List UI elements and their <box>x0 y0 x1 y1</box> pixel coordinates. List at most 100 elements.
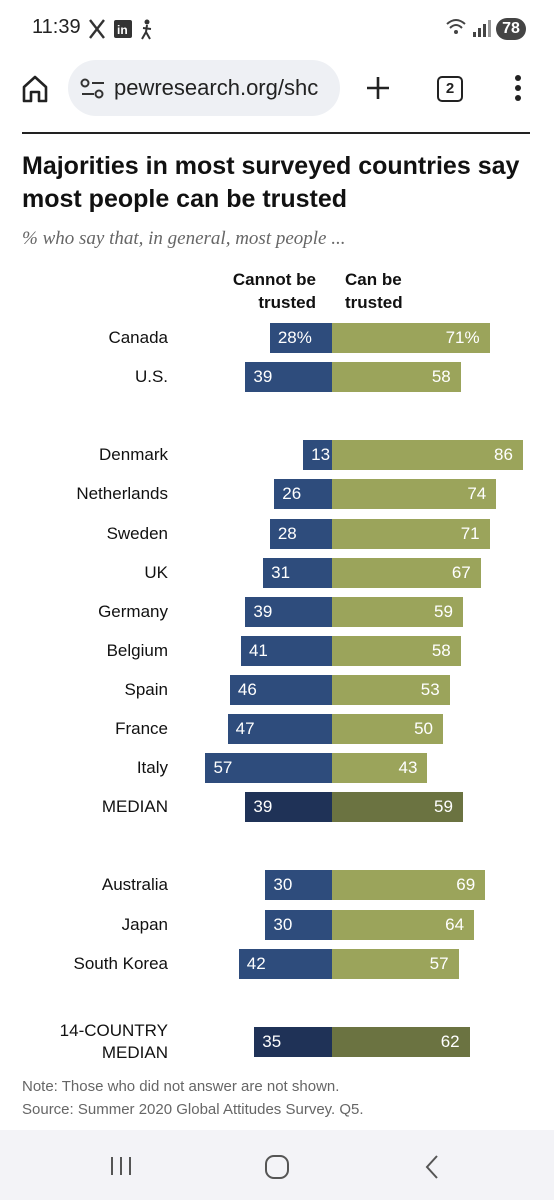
status-icons: in <box>89 19 152 40</box>
value-label: 13 <box>311 445 331 465</box>
browser-toolbar: pewresearch.org/shc 2 <box>0 56 554 122</box>
bar <box>332 909 475 940</box>
url-bar[interactable]: pewresearch.org/shc <box>68 60 340 116</box>
svg-text:in: in <box>117 23 128 37</box>
chart-subtitle: % who say that, in general, most people … <box>22 228 346 249</box>
bar <box>227 714 332 744</box>
value-label: 41 <box>248 640 268 660</box>
value-label: 39 <box>253 797 273 817</box>
value-label: 64 <box>445 914 465 934</box>
bar <box>245 596 332 627</box>
bar <box>332 635 461 666</box>
tab-switcher[interactable]: 2 <box>437 76 463 102</box>
value-label: 62 <box>440 1031 460 1051</box>
top-rule <box>22 132 530 134</box>
value-label: 67 <box>451 562 471 582</box>
recents-button[interactable] <box>108 1155 136 1177</box>
value-label: 31 <box>271 562 291 582</box>
category-label: U.S. <box>134 367 168 387</box>
category-label: Italy <box>136 758 168 778</box>
signal-icons <box>446 19 491 37</box>
bar <box>274 479 332 510</box>
bar <box>332 753 428 784</box>
value-label: 74 <box>467 484 487 504</box>
bar <box>332 870 486 901</box>
value-label: 43 <box>398 758 418 778</box>
value-label: 30 <box>273 875 293 895</box>
value-label: 58 <box>431 640 451 660</box>
value-label: 39 <box>253 367 273 387</box>
category-label: Belgium <box>106 640 168 660</box>
menu-button[interactable] <box>510 74 526 104</box>
source: Source: Summer 2020 Global Attitudes Sur… <box>22 1101 364 1118</box>
category-label: Germany <box>98 601 168 621</box>
bar <box>332 323 490 353</box>
bar <box>265 870 332 901</box>
category-label: Australia <box>101 875 168 895</box>
category-label: Canada <box>108 328 168 347</box>
back-button[interactable] <box>422 1154 442 1180</box>
bar <box>332 518 490 549</box>
value-label: 59 <box>434 601 453 621</box>
bar <box>265 909 332 940</box>
bar <box>263 557 332 588</box>
bar <box>229 674 332 705</box>
bar <box>332 714 443 744</box>
home-nav-button[interactable] <box>264 1154 290 1180</box>
bar <box>303 440 332 471</box>
bar <box>238 948 332 979</box>
value-label: 57 <box>213 758 233 778</box>
category-label: 14-COUNTRY MEDIAN <box>59 1020 168 1062</box>
value-label: 58 <box>431 367 451 387</box>
legend-label: Can be trusted <box>345 270 403 312</box>
value-label: 59 <box>434 797 453 817</box>
value-label: 42 <box>246 953 266 973</box>
value-label: 57 <box>429 953 449 973</box>
url-text: pewresearch.org/shc <box>114 75 319 100</box>
new-tab-button[interactable] <box>364 74 392 102</box>
category-label: Denmark <box>99 445 168 465</box>
nav-bar <box>0 1130 554 1200</box>
home-button[interactable] <box>20 74 50 104</box>
category-label: Japan <box>121 914 168 934</box>
bar <box>332 440 523 471</box>
value-label: 86 <box>493 445 513 465</box>
value-label: 69 <box>456 875 476 895</box>
value-label: 26 <box>282 484 302 504</box>
bar <box>332 557 481 588</box>
bar <box>240 635 332 666</box>
status-bar: 11:39 in 78 <box>0 0 554 56</box>
value-label: 71 <box>460 523 480 543</box>
bar <box>332 792 463 823</box>
chart-title: Majorities in most surveyed countries sa… <box>22 152 520 213</box>
value-label: 50 <box>414 719 433 738</box>
bar <box>205 753 332 784</box>
category-label: South Korea <box>73 953 168 973</box>
chart: Cannot be trusted Can be trusted Canada 28%… <box>59 270 523 1062</box>
bar <box>332 674 450 705</box>
bar <box>269 518 332 549</box>
value-label: 39 <box>253 601 273 621</box>
bar <box>245 792 332 823</box>
battery: 78 <box>496 18 526 40</box>
legend-label: Cannot be trusted <box>232 270 316 312</box>
value-label: 30 <box>273 914 293 934</box>
category-label: UK <box>144 562 168 582</box>
bar <box>332 479 497 510</box>
value-label: 28% <box>277 328 312 347</box>
bar <box>332 948 459 979</box>
value-label: 71% <box>445 328 480 347</box>
value-label: 47 <box>235 719 255 738</box>
category-label: Netherlands <box>76 484 168 504</box>
value-label: 35 <box>262 1031 282 1051</box>
note: Note: Those who did not answer are not s… <box>22 1078 340 1095</box>
bar <box>332 596 463 627</box>
site-settings-icon[interactable] <box>80 78 106 100</box>
category-label: France <box>115 719 168 738</box>
bar <box>269 323 332 353</box>
value-label: 53 <box>420 679 440 699</box>
bar <box>254 1026 332 1057</box>
value-label: 46 <box>237 679 257 699</box>
category-label: Spain <box>124 679 168 699</box>
